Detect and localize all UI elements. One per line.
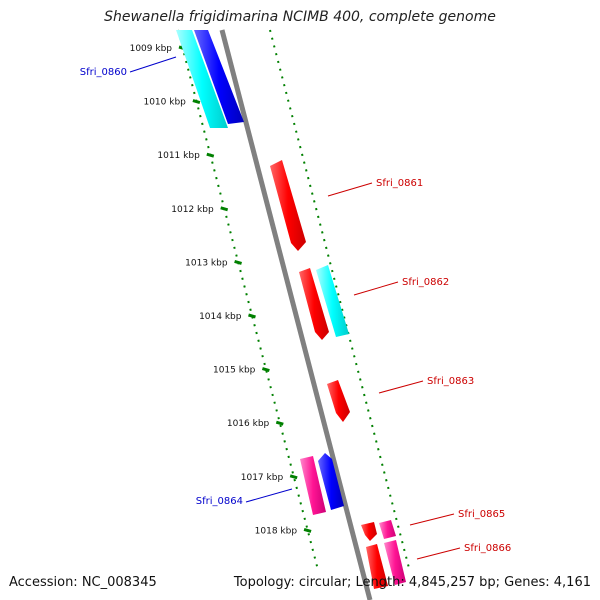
gene-Sfri_0862[interactable]: [299, 265, 349, 340]
kbp-tick-label: 1017 kbp: [241, 473, 284, 483]
gene-Sfri_0860[interactable]: [176, 30, 244, 128]
gene-label-Sfri_0866[interactable]: Sfri_0866: [464, 543, 511, 554]
kbp-tick-mark: [289, 474, 298, 480]
callout-line: [353, 281, 399, 296]
kbp-tick-label: 1013 kbp: [185, 258, 228, 268]
kbp-tick-mark: [275, 420, 284, 426]
cds-block-forward: [327, 380, 350, 422]
genome-summary-text: Topology: circular; Length: 4,845,257 bp…: [233, 575, 591, 590]
gene-label-Sfri_0860[interactable]: Sfri_0860: [80, 67, 127, 78]
gene-Sfri_0863[interactable]: [327, 380, 350, 422]
rna-feature-block: [176, 30, 228, 128]
kbp-tick-mark: [234, 259, 242, 265]
rna-feature-block: [316, 265, 349, 337]
accession-text: Accession: NC_008345: [9, 575, 157, 590]
genome-backbone: [219, 29, 373, 600]
cds-block-forward: [299, 268, 329, 340]
kbp-tick-label: 1018 kbp: [255, 526, 298, 536]
kbp-tick-label: 1009 kbp: [130, 44, 173, 54]
callout-line: [245, 488, 293, 503]
callout-line: [129, 56, 177, 73]
kbp-tick-mark: [303, 527, 312, 533]
kbp-tick-label: 1010 kbp: [143, 98, 186, 108]
gene-Sfri_0864[interactable]: [300, 453, 344, 515]
callout-line: [416, 547, 461, 560]
kbp-tick-mark: [248, 313, 256, 319]
kbp-ticks: 1009 kbp 1010 kbp 1011 kbp 1012 kbp 1013 kbp…: [130, 44, 312, 536]
gene-Sfri_0861[interactable]: [270, 160, 306, 251]
cds-block-forward: [270, 160, 306, 251]
ruler-outer-line: [177, 29, 319, 571]
kbp-tick-mark: [261, 367, 270, 373]
cds-block-forward: [361, 522, 377, 541]
gene-Sfri_0866[interactable]: [366, 540, 406, 589]
gene-label-Sfri_0862[interactable]: Sfri_0862: [402, 277, 449, 288]
callout-line: [378, 380, 424, 394]
other-feature-block: [384, 540, 406, 585]
kbp-tick-mark: [192, 99, 201, 105]
other-feature-block: [379, 520, 396, 539]
genome-title: Shewanella frigidimarina NCIMB 400, comp…: [104, 9, 496, 25]
gene-label-Sfri_0863[interactable]: Sfri_0863: [427, 376, 474, 387]
kbp-tick-label: 1012 kbp: [171, 205, 214, 215]
gene-label-Sfri_0861[interactable]: Sfri_0861: [376, 178, 423, 189]
cds-block-reverse: [318, 453, 344, 510]
callout-line: [327, 182, 373, 197]
cds-block-reverse: [194, 30, 244, 124]
kbp-tick-mark: [206, 152, 215, 158]
gene-Sfri_0865[interactable]: [361, 520, 396, 541]
kbp-tick-label: 1016 kbp: [227, 419, 270, 429]
kbp-tick-label: 1015 kbp: [213, 366, 256, 376]
kbp-tick-mark: [220, 206, 229, 212]
kbp-tick-label: 1014 kbp: [199, 312, 242, 322]
kbp-tick-label: 1011 kbp: [157, 151, 200, 161]
callout-line: [409, 513, 455, 526]
other-feature-block: [300, 456, 326, 515]
cds-block-forward: [366, 544, 388, 589]
gene-label-Sfri_0865[interactable]: Sfri_0865: [458, 509, 505, 520]
gene-label-Sfri_0864[interactable]: Sfri_0864: [196, 496, 243, 507]
